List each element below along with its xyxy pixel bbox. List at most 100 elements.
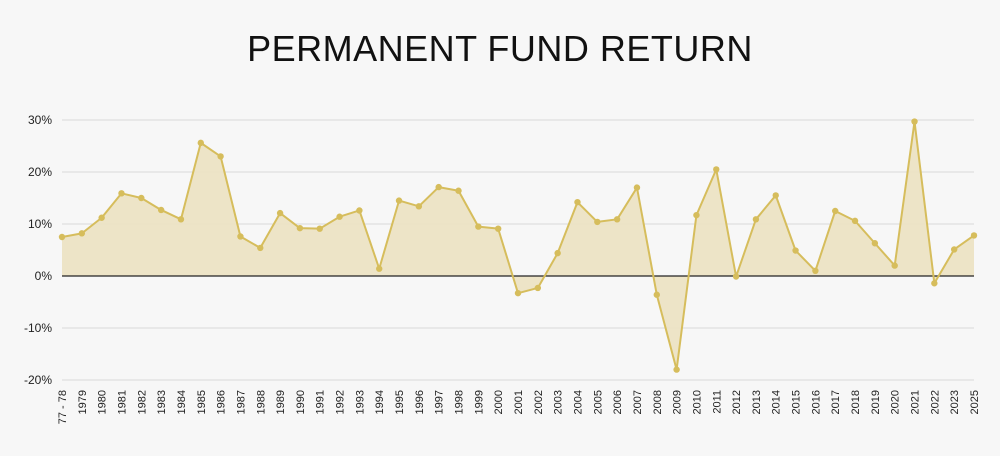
- x-tick-label: 2005: [592, 390, 604, 414]
- area-fill: [62, 121, 974, 370]
- data-point: [316, 225, 323, 232]
- data-point: [415, 203, 423, 210]
- x-tick-label: 1992: [335, 390, 347, 414]
- y-tick-label: 0%: [35, 269, 53, 283]
- x-tick-label: 2015: [791, 390, 803, 414]
- y-tick-label: 10%: [28, 217, 52, 231]
- x-tick-label: 2008: [652, 390, 664, 414]
- x-tick-label: 2003: [553, 390, 565, 414]
- x-tick-label: 77 - 78: [57, 390, 69, 424]
- data-point: [157, 206, 165, 214]
- x-tick-label: 2009: [672, 390, 684, 414]
- x-tick-label: 1990: [295, 390, 307, 414]
- data-point: [574, 198, 581, 206]
- x-tick-label: 2006: [612, 390, 624, 414]
- x-tick-label: 1989: [275, 390, 287, 414]
- x-tick-label: 1991: [315, 390, 327, 414]
- x-tick-label: 2017: [830, 390, 842, 414]
- data-point: [395, 197, 403, 204]
- x-tick-label: 2023: [949, 390, 961, 414]
- data-point: [118, 190, 125, 197]
- data-point: [812, 267, 819, 274]
- x-tick-label: 2020: [890, 390, 902, 414]
- x-tick-label: 2014: [771, 390, 783, 414]
- data-point: [594, 218, 601, 226]
- data-point: [376, 265, 383, 272]
- data-point: [98, 214, 105, 221]
- x-tick-label: 1984: [176, 390, 188, 414]
- data-point: [58, 233, 66, 241]
- x-tick-label: 2022: [929, 390, 941, 414]
- x-tick-label: 1987: [235, 390, 247, 414]
- data-point: [257, 244, 264, 252]
- x-tick-label: 2001: [513, 390, 525, 414]
- x-tick-label: 1999: [473, 390, 485, 414]
- x-tick-label: 2019: [870, 390, 882, 414]
- x-tick-label: 2012: [731, 390, 743, 414]
- x-tick-label: 1998: [454, 390, 466, 414]
- x-tick-label: 2011: [711, 390, 723, 414]
- data-point: [197, 139, 204, 147]
- data-point: [356, 207, 363, 214]
- y-tick-label: 20%: [28, 165, 52, 179]
- data-point: [732, 273, 740, 280]
- y-tick-label: -20%: [24, 373, 52, 387]
- x-tick-label: 1981: [116, 390, 128, 414]
- data-point: [177, 216, 185, 223]
- data-point: [276, 209, 284, 217]
- x-tick-label: 1979: [77, 390, 89, 414]
- data-point: [296, 224, 304, 232]
- x-tick-label: 2010: [691, 390, 703, 414]
- data-point: [950, 246, 958, 253]
- x-tick-label: 2025: [969, 390, 981, 414]
- data-point: [713, 166, 720, 173]
- x-tick-label: 1982: [136, 390, 148, 414]
- x-tick-label: 2004: [572, 390, 584, 414]
- x-tick-label: 2007: [632, 390, 644, 414]
- data-point: [931, 280, 938, 287]
- data-point: [673, 366, 680, 373]
- data-point: [653, 291, 660, 298]
- x-tick-label: 1994: [374, 390, 386, 414]
- x-tick-label: 1980: [97, 390, 109, 414]
- data-point: [633, 184, 641, 191]
- data-point: [475, 223, 482, 230]
- x-tick-label: 2002: [533, 390, 545, 414]
- x-tick-label: 1983: [156, 390, 168, 414]
- data-point: [693, 211, 700, 219]
- data-point: [78, 230, 86, 237]
- data-point: [534, 284, 542, 292]
- x-tick-label: 1996: [414, 390, 426, 414]
- data-point: [494, 225, 502, 232]
- x-tick-label: 2013: [751, 390, 763, 414]
- x-tick-label: 2000: [493, 390, 505, 414]
- data-point: [851, 217, 859, 225]
- data-point: [752, 216, 760, 223]
- data-point: [237, 233, 244, 240]
- x-tick-label: 2016: [810, 390, 822, 414]
- data-point: [871, 240, 879, 247]
- data-point: [772, 192, 779, 199]
- x-tick-label: 2018: [850, 390, 862, 414]
- data-point: [138, 194, 145, 202]
- x-tick-label: 1997: [434, 390, 446, 414]
- x-tick-label: 2021: [910, 390, 922, 414]
- data-point: [970, 232, 978, 239]
- data-point: [792, 247, 799, 254]
- data-point: [514, 289, 522, 297]
- data-point: [217, 153, 224, 160]
- x-tick-label: 1995: [394, 390, 406, 414]
- x-tick-label: 1985: [196, 390, 208, 414]
- y-tick-label: 30%: [28, 113, 52, 127]
- data-point: [613, 216, 621, 223]
- x-tick-label: 1988: [255, 390, 267, 414]
- data-point: [336, 213, 343, 220]
- data-point: [554, 249, 561, 257]
- data-point: [455, 187, 462, 194]
- y-tick-label: -10%: [24, 321, 52, 335]
- data-point: [832, 207, 839, 215]
- data-point: [435, 183, 442, 191]
- x-tick-label: 1986: [216, 390, 228, 414]
